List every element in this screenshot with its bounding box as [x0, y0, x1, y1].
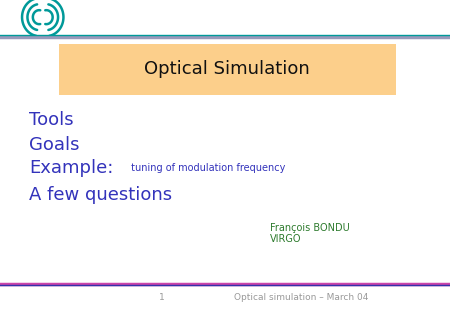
Text: tuning of modulation frequency: tuning of modulation frequency — [128, 163, 286, 173]
Text: Tools: Tools — [29, 111, 74, 129]
Text: Example:: Example: — [29, 159, 113, 178]
Text: François BONDU: François BONDU — [270, 223, 350, 233]
Text: VIRGO: VIRGO — [270, 234, 302, 244]
Text: A few questions: A few questions — [29, 186, 172, 204]
Text: Optical Simulation: Optical Simulation — [144, 61, 310, 78]
Text: Goals: Goals — [29, 136, 80, 154]
Text: 1: 1 — [159, 293, 165, 301]
FancyBboxPatch shape — [58, 44, 396, 95]
Text: Optical simulation – March 04: Optical simulation – March 04 — [234, 293, 369, 301]
